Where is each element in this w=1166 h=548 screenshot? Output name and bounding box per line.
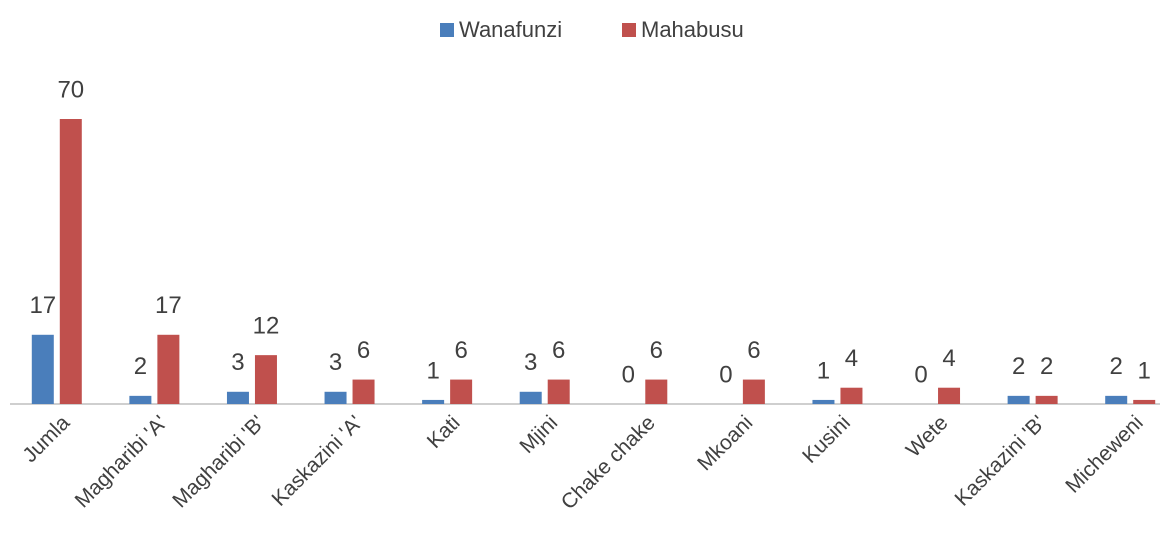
data-label: 1 — [1138, 357, 1151, 384]
data-label: 2 — [1110, 353, 1123, 380]
x-tick-label: Mkoani — [693, 411, 757, 475]
legend-label: Wanafunzi — [459, 17, 562, 42]
data-label: 6 — [552, 337, 565, 364]
x-tick-label: Mjini — [515, 411, 562, 458]
data-label: 6 — [454, 337, 467, 364]
data-label: 17 — [29, 292, 56, 319]
bar — [742, 379, 765, 404]
bar — [519, 391, 542, 404]
data-label: 3 — [231, 349, 244, 376]
x-tick-label: Kusini — [798, 411, 855, 468]
data-label: 3 — [329, 349, 342, 376]
bar — [1035, 395, 1058, 404]
bar — [938, 387, 961, 404]
data-label: 2 — [1012, 353, 1025, 380]
x-tick-label: Magharibi 'A' — [71, 411, 172, 512]
x-tick-label: Chake chake — [557, 411, 660, 514]
data-label: 17 — [155, 292, 182, 319]
bar — [324, 391, 347, 404]
legend-swatch — [622, 23, 636, 37]
data-label: 4 — [942, 345, 955, 372]
x-tick-label: Kaskazini 'B' — [951, 411, 1051, 511]
x-tick-label: Kati — [423, 411, 465, 453]
bar — [422, 399, 445, 404]
bar — [1133, 399, 1156, 404]
legend-label: Mahabusu — [641, 17, 744, 42]
x-tick-label: Wete — [902, 411, 953, 462]
legend-swatch — [440, 23, 454, 37]
bar — [129, 395, 152, 404]
bar — [254, 355, 277, 404]
x-tick-label: Jumla — [18, 411, 74, 467]
bar — [157, 334, 180, 404]
data-label: 6 — [747, 337, 760, 364]
bar — [1105, 395, 1128, 404]
x-tick-label: Kaskazini 'A' — [267, 411, 367, 511]
data-label: 12 — [253, 312, 280, 339]
bar — [59, 119, 82, 404]
data-label: 6 — [650, 337, 663, 364]
data-label: 6 — [357, 337, 370, 364]
data-label: 1 — [426, 357, 439, 384]
data-label: 3 — [524, 349, 537, 376]
bar — [450, 379, 473, 404]
data-label: 0 — [622, 361, 635, 388]
bar — [352, 379, 375, 404]
bar — [812, 399, 835, 404]
data-label: 0 — [719, 361, 732, 388]
bar — [1007, 395, 1030, 404]
bar — [547, 379, 570, 404]
x-tick-label: Micheweni — [1061, 411, 1147, 497]
data-label: 4 — [845, 345, 858, 372]
data-label: 2 — [1040, 353, 1053, 380]
bar — [31, 334, 54, 404]
data-label: 70 — [57, 76, 84, 103]
bar — [645, 379, 668, 404]
data-label: 0 — [914, 361, 927, 388]
x-tick-label: Magharibi 'B' — [168, 411, 269, 512]
data-label: 1 — [817, 357, 830, 384]
bar — [226, 391, 249, 404]
bar — [840, 387, 863, 404]
data-label: 2 — [134, 353, 147, 380]
